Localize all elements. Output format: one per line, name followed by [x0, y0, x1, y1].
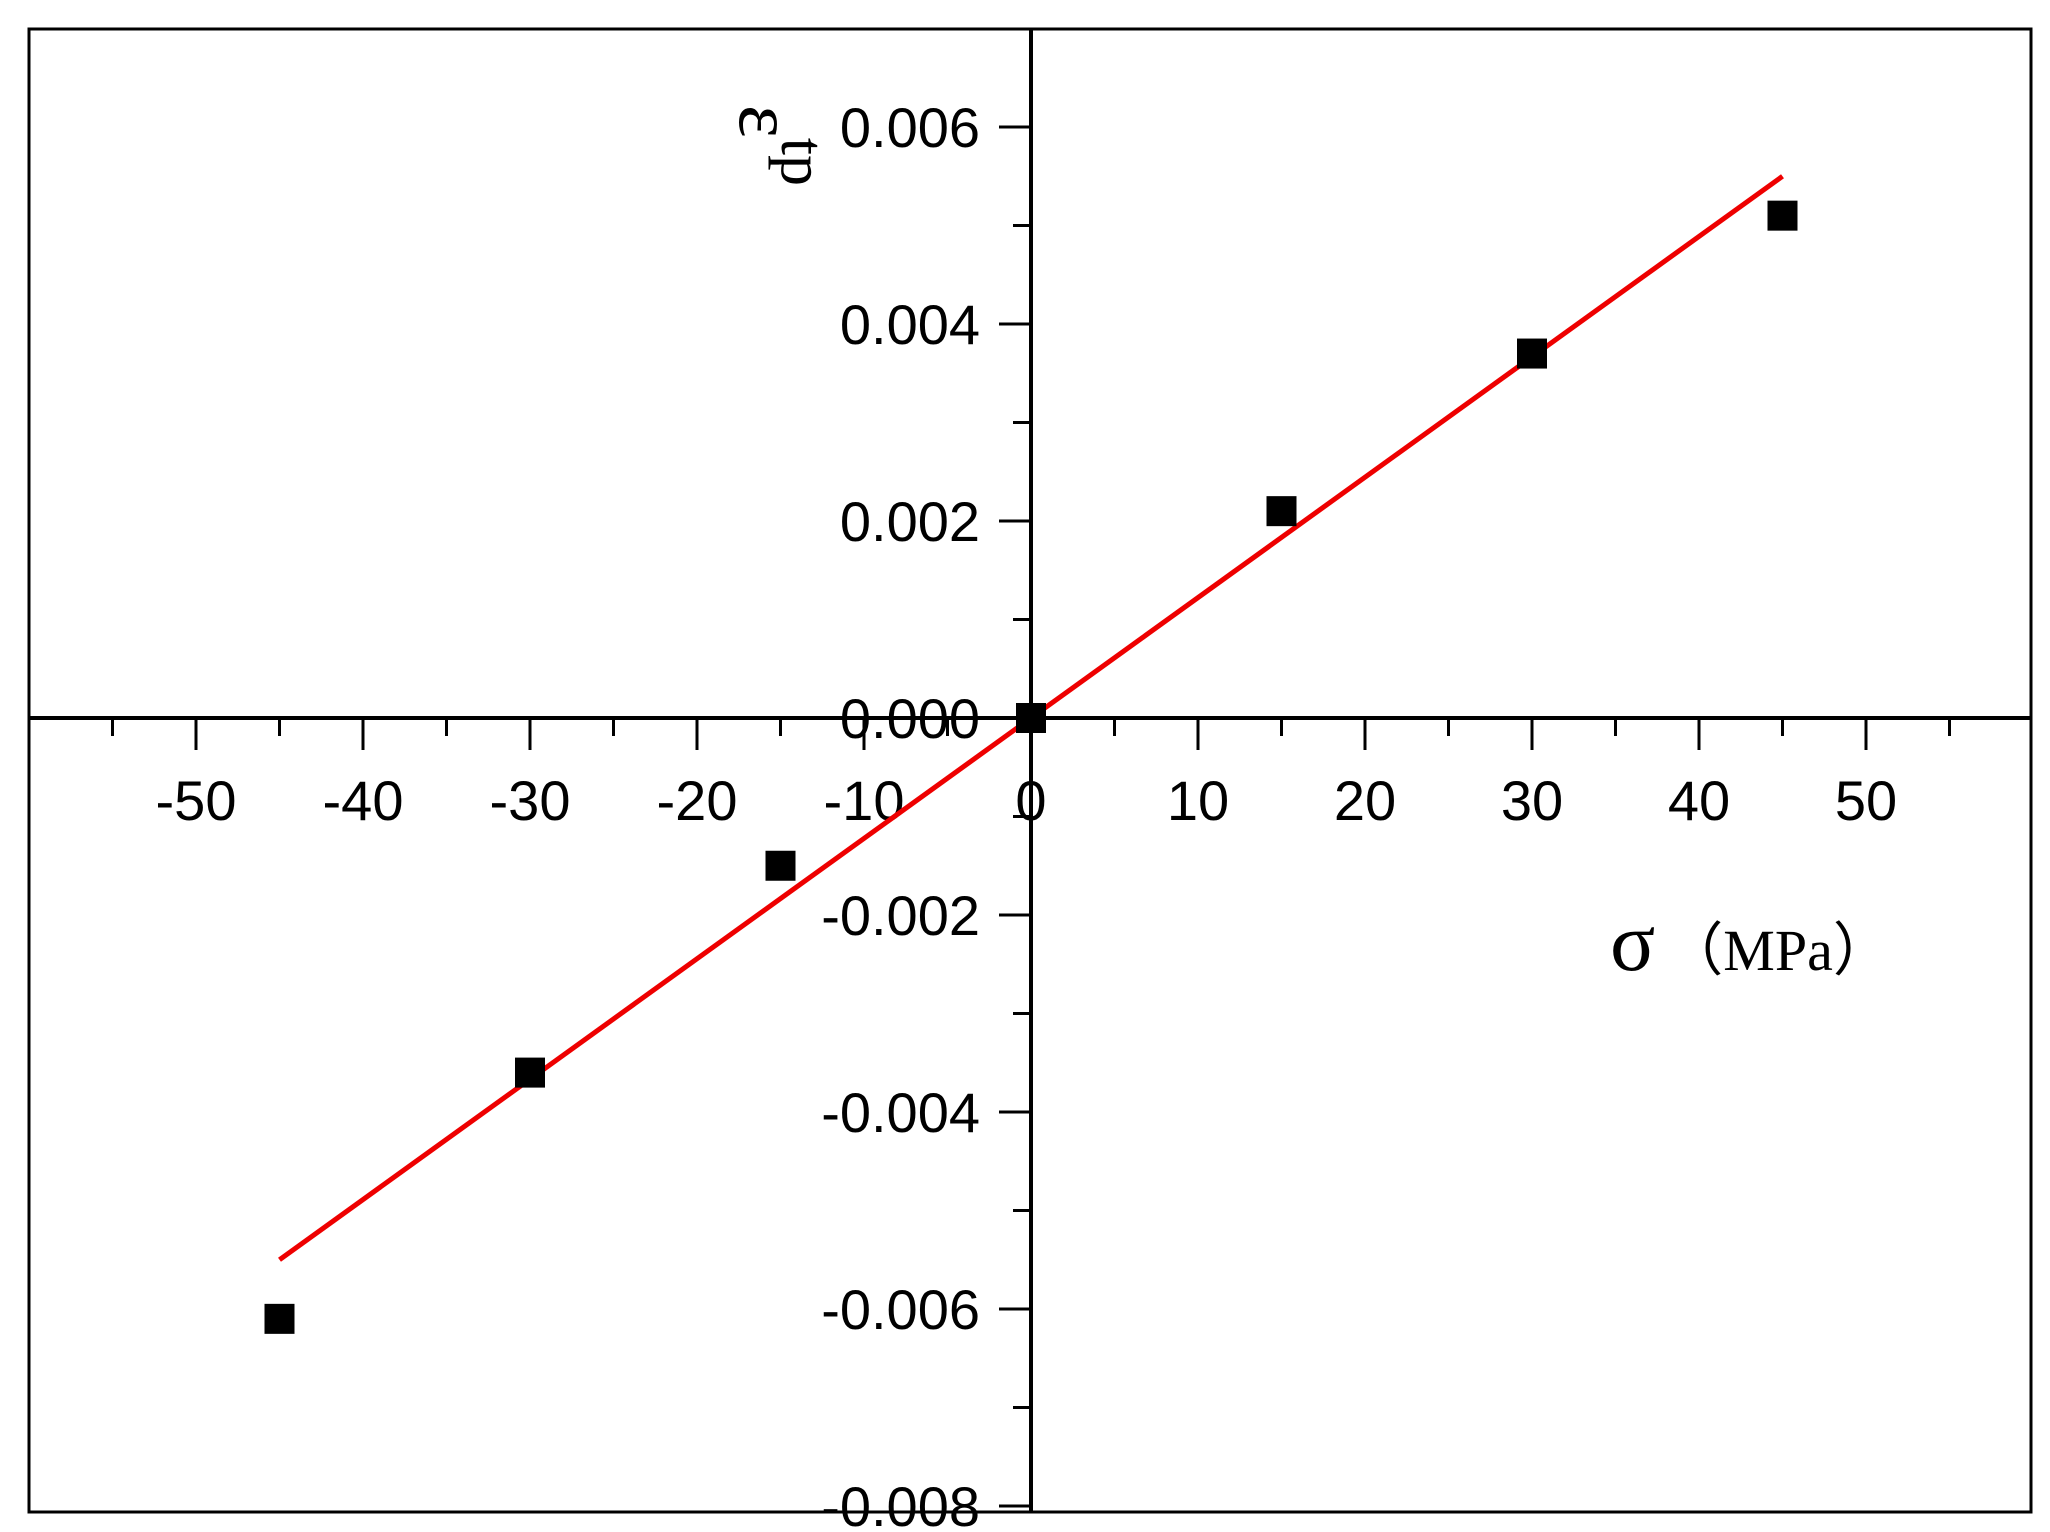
data-point [1266, 496, 1297, 527]
data-point [765, 850, 796, 881]
data-point [1016, 703, 1046, 733]
data-point [264, 1303, 295, 1334]
y-axis-superscript: tp [768, 138, 836, 186]
data-point [1767, 200, 1798, 231]
x-tick-label: 20 [1334, 769, 1396, 832]
series-layer [264, 174, 1798, 1334]
x-tick-labels: -50 -40 -30 -20 -10 0 10 20 30 40 50 [156, 769, 1898, 832]
y-tick-label: 0.006 [840, 96, 980, 159]
y-tick-label: -0.004 [821, 1081, 980, 1144]
y-tick-labels: 0.006 0.004 0.002 0.000 -0.002 -0.004 -0.006 -0… [821, 96, 980, 1532]
x-axis-symbol: σ [1610, 896, 1655, 989]
y-axis-label: εtp [723, 105, 836, 186]
y-tick-label: -0.002 [821, 884, 980, 947]
x-tick-label: 50 [1835, 769, 1897, 832]
y-axis-symbol: ε [723, 105, 810, 138]
data-point [1517, 338, 1547, 369]
x-tick-label: 10 [1167, 769, 1229, 832]
y-tick-label: -0.008 [821, 1475, 980, 1532]
x-tick-label: 30 [1501, 769, 1563, 832]
x-tick-label: -40 [323, 769, 404, 832]
x-tick-label: 0 [1015, 769, 1046, 832]
x-axis-unit: （MPa） [1665, 918, 1891, 983]
x-tick-label: 40 [1668, 769, 1730, 832]
y-tick-label: -0.006 [821, 1278, 980, 1341]
x-tick-label: -30 [490, 769, 571, 832]
x-tick-label: -50 [156, 769, 237, 832]
y-tick-label: 0.000 [840, 687, 980, 750]
data-point [515, 1057, 545, 1088]
x-tick-label: -20 [657, 769, 738, 832]
x-tick-label: -10 [824, 769, 905, 832]
y-tick-label: 0.004 [840, 293, 980, 356]
x-axis-label: σ （MPa） [1610, 896, 1891, 989]
y-tick-label: 0.002 [840, 490, 980, 553]
